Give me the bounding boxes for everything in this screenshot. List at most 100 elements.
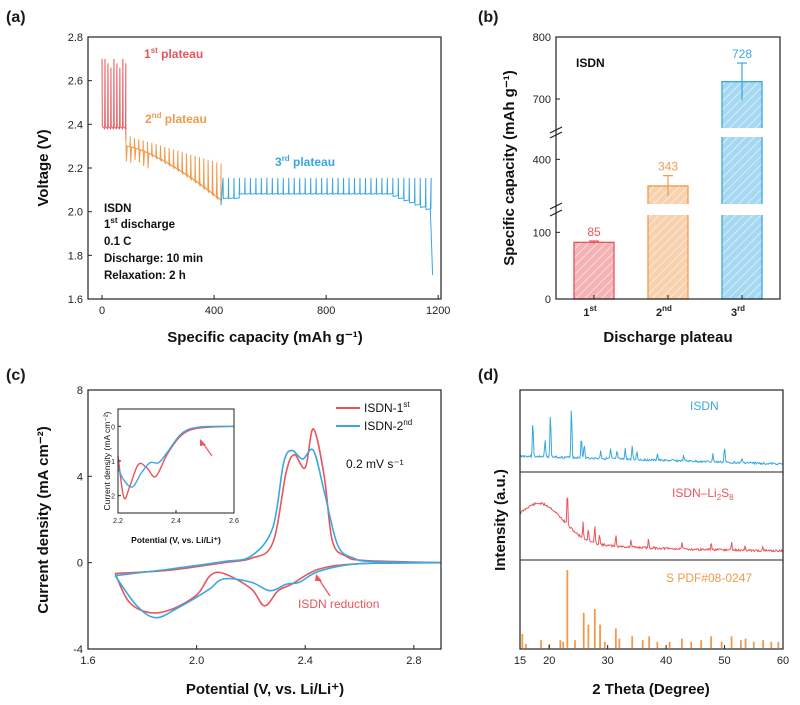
cv-anodic-2 (115, 448, 442, 577)
panel-b-bar-chart: 85 343 728 1st 2nd 3rd 0 100 400 700 800 ISDN Dis… (501, 32, 781, 346)
inset-x-tick-label: 2.6 (229, 518, 239, 525)
x-tick-label: 800 (317, 305, 335, 317)
x-tick-label: 0 (99, 305, 105, 317)
panel-label-c: (c) (6, 367, 26, 384)
inset-y-tick-label: -2 (109, 494, 115, 501)
x-tick-label: 15 (514, 655, 526, 667)
panel-c-curves (114, 428, 442, 619)
inset-curve-1st (117, 425, 235, 500)
panel-c-reduction-label: ISDN reduction (298, 597, 379, 611)
y-tick-label: 700 (533, 94, 551, 106)
category-sup: nd (662, 304, 672, 313)
reduction-arrow-head (315, 574, 322, 581)
curve-plateau-1 (101, 58, 127, 140)
x-tick-label: 2.0 (189, 655, 204, 667)
bar-1 (573, 241, 615, 300)
inset-background (118, 409, 234, 513)
inset-x-tick-label: 2.4 (171, 518, 181, 525)
axis-break-mark (549, 126, 563, 139)
xrd-label-isdn-li2s8: ISDN–Li2S8 (672, 486, 734, 502)
panel-d-frame (519, 389, 784, 650)
panel-a-voltage-profile: 0 400 800 1200 1.6 1.8 2.0 2.2 2.4 2.6 2.8 1st pla… (35, 32, 450, 346)
panel-d-ticks: 15 20 30 40 50 60 (514, 645, 789, 667)
axis-break-mark (549, 202, 563, 217)
legend-label-1st: ISDN-1st (364, 400, 410, 415)
x-tick-label: 400 (205, 305, 223, 317)
inset-y-tick-label: -1 (109, 459, 115, 466)
y-tick-label: 100 (533, 227, 551, 239)
annotation-plateau-2: 2nd plateau (145, 111, 207, 126)
x-tick-label: 50 (718, 655, 730, 667)
category-label-1: 1st (583, 304, 597, 319)
panel-a-ticks: 0 400 800 1200 1.6 1.8 2.0 2.2 2.4 2.6 2.8 (68, 32, 451, 317)
panel-label-b: (b) (478, 9, 498, 26)
bar-3 (721, 80, 763, 300)
info-sample: ISDN (104, 203, 131, 215)
curve-plateau-2 (125, 135, 222, 206)
inset-xlabel: Potential (V, vs. Li/Li⁺) (131, 535, 221, 545)
xrd-label-isdn: ISDN (690, 399, 719, 413)
inset-curves (117, 425, 235, 500)
category-sup: st (590, 304, 597, 313)
curve-plateau-3 (220, 177, 434, 275)
y-tick-label: 800 (533, 32, 551, 44)
category-base: 1 (583, 307, 589, 319)
y-tick-label: 8 (77, 385, 83, 397)
y-tick-label: 2.8 (68, 32, 83, 44)
info-discharge-time: Discharge: 10 min (104, 253, 203, 265)
panel-d-xlabel: 2 Theta (Degree) (592, 681, 710, 698)
category-base: 3 (731, 307, 737, 319)
panel-c-frame (87, 389, 442, 650)
inset-curve-2nd (117, 425, 235, 488)
inset-x-tick-label: 2.2 (113, 518, 123, 525)
y-tick-label: 2.4 (68, 119, 83, 131)
inset-arrow-head (200, 439, 206, 446)
x-tick-label: 1.6 (80, 655, 95, 667)
panel-c-scan-rate: 0.2 mV s⁻¹ (346, 457, 404, 471)
x-tick-label: 60 (777, 655, 789, 667)
value-label-1: 85 (587, 225, 601, 239)
panel-b-ylabel: Specific capacity (mAh g⁻¹) (501, 70, 518, 265)
xrd-pattern-isdn (519, 410, 784, 466)
y-tick-label: 2.2 (68, 163, 83, 175)
cv-cathodic-1 (114, 561, 442, 614)
y-tick-label: 2.0 (68, 207, 83, 219)
category-base: 2 (656, 307, 662, 319)
panel-label-d: (d) (478, 367, 498, 384)
panel-a-ylabel: Voltage (V) (35, 129, 52, 206)
x-tick-label: 2.8 (406, 655, 421, 667)
panel-b-title: ISDN (576, 56, 605, 70)
xrd-pattern-isdn-li2s8 (519, 497, 784, 553)
category-sup: rd (737, 304, 745, 313)
annotation-plateau-1: 1st plateau (144, 46, 203, 61)
inset-y-tick-label: 0 (111, 424, 115, 431)
panel-c-legend: ISDN-1st ISDN-2nd (336, 400, 412, 433)
panel-c-inset: 2.2 2.4 2.6 0 -1 -2 Potential (V, vs. Li/Li⁺)… (102, 408, 239, 545)
x-tick-label: 1200 (426, 305, 450, 317)
xrd-label-sulfur-pdf: S PDF#08-0247 (666, 571, 752, 585)
panel-label-a: (a) (6, 9, 26, 26)
x-tick-label: 20 (543, 655, 555, 667)
panel-d-xrd: 15 20 30 40 50 60 ISDN ISDN–Li2S8 S PDF#08-02… (492, 389, 789, 698)
y-tick-label: 1.6 (68, 294, 83, 306)
panel-c-ticks: 1.6 2.0 2.4 2.8 -4 0 4 8 (73, 385, 421, 667)
panel-c-cv: 1.6 2.0 2.4 2.8 -4 0 4 8 ISDN-1st ISDN-2nd 0.2 … (35, 385, 442, 698)
info-rate: 0.1 C (104, 236, 132, 248)
panel-b-bars: 85 343 728 (556, 47, 780, 300)
x-tick-label: 2.4 (298, 655, 313, 667)
value-label-3: 728 (732, 47, 752, 61)
y-tick-label: 0 (77, 558, 83, 570)
panel-d-ylabel: Intensity (a.u.) (492, 469, 509, 571)
panel-a-xlabel: Specific capacity (mAh g⁻¹) (167, 329, 362, 346)
category-label-2: 2nd (656, 304, 672, 319)
value-label-2: 343 (658, 160, 678, 174)
y-tick-label: 400 (533, 154, 551, 166)
axis-break-gap (556, 128, 780, 137)
panel-b-ticks: 1st 2nd 3rd 0 100 400 700 800 (533, 32, 746, 319)
y-tick-label: -4 (73, 644, 83, 656)
panel-c-xlabel: Potential (V, vs. Li/Li⁺) (186, 681, 344, 698)
legend-label-2nd: ISDN-2nd (364, 418, 412, 433)
category-label-3: 3rd (731, 304, 745, 319)
y-tick-label: 4 (77, 471, 83, 483)
